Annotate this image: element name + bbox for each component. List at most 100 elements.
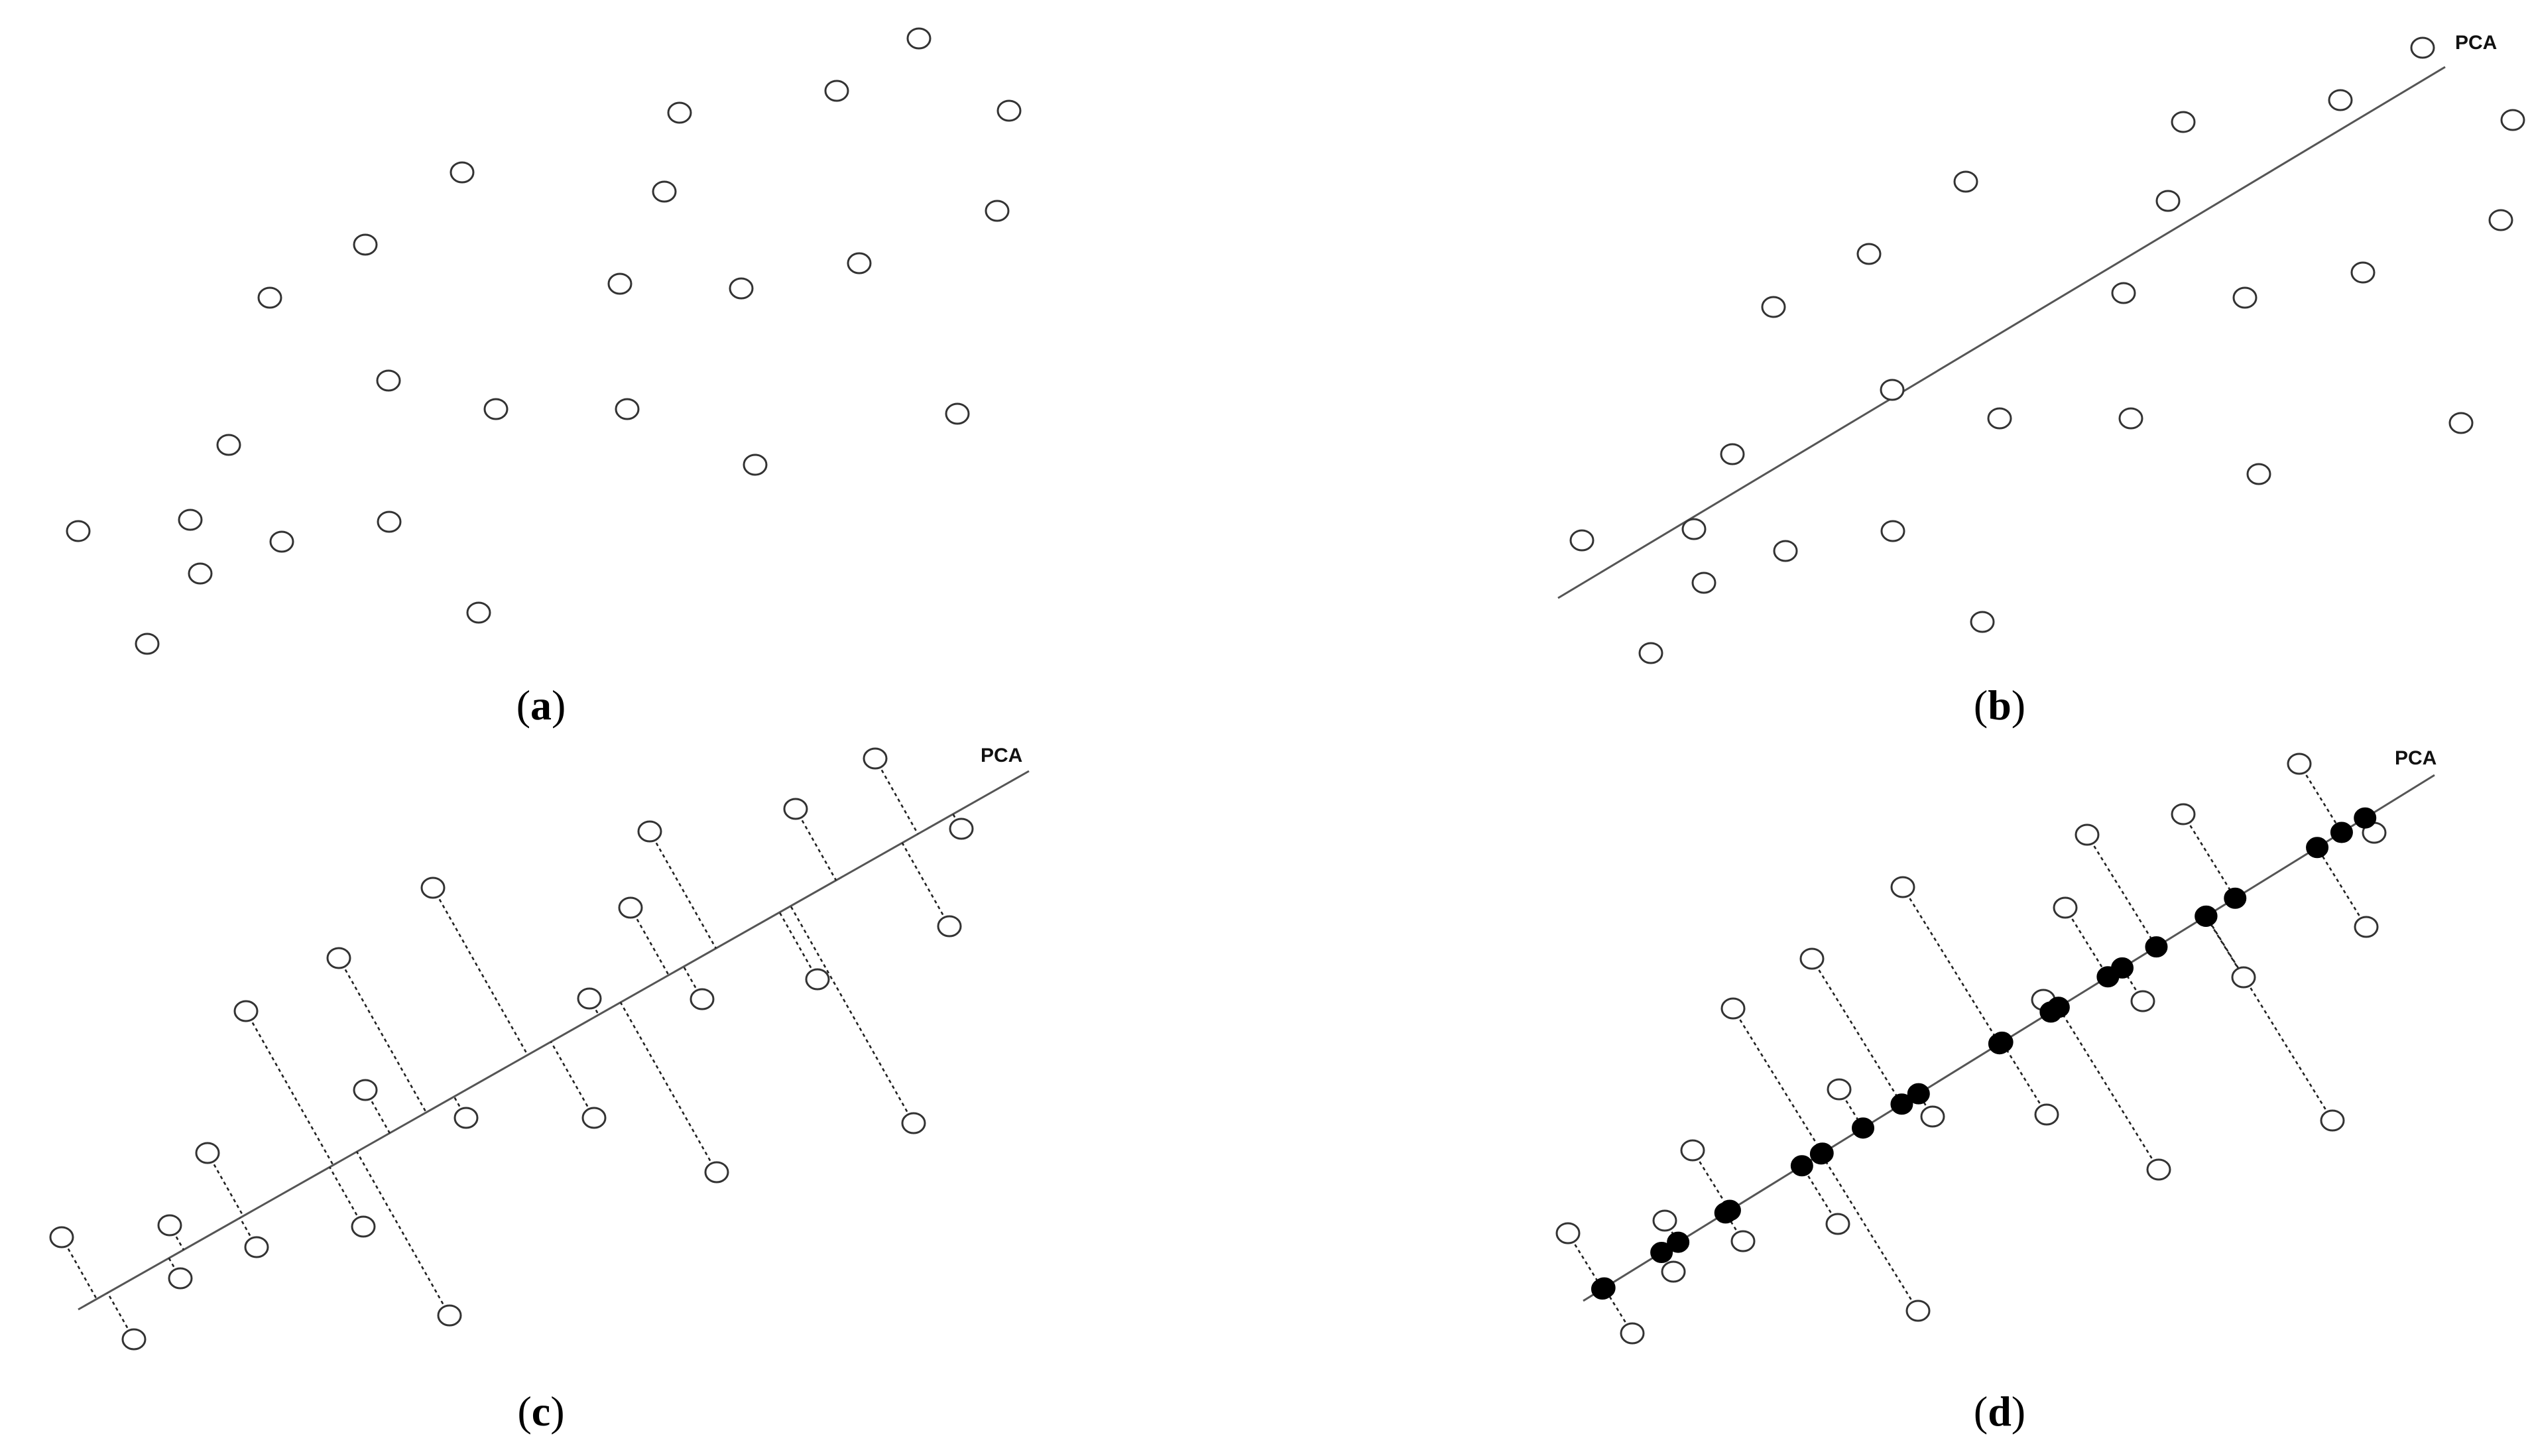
caption-open-d: ( — [1974, 1388, 1988, 1435]
data-point — [615, 398, 640, 420]
data-point — [743, 454, 768, 476]
data-point — [937, 915, 962, 938]
projection-line — [60, 1237, 97, 1300]
data-point — [1987, 407, 2012, 430]
data-point — [216, 434, 241, 456]
data-point — [2118, 407, 2143, 430]
panel-d-projected-points — [1555, 753, 2435, 1345]
projection-line — [245, 1010, 334, 1166]
caption-d: (d) — [1974, 1388, 2025, 1435]
data-point — [121, 1328, 147, 1351]
data-point — [1555, 1222, 1581, 1244]
data-point — [2287, 753, 2312, 775]
data-point — [1620, 1322, 1645, 1345]
data-point — [2111, 282, 2136, 304]
data-point — [2171, 803, 2196, 825]
data-point — [1890, 876, 1915, 898]
data-point — [244, 1236, 269, 1258]
data-point — [49, 1226, 74, 1248]
data-point — [805, 968, 830, 991]
data-point — [2500, 109, 2525, 131]
projected-point — [2354, 807, 2377, 829]
projection-line — [329, 1166, 365, 1227]
caption-open-b: ( — [1974, 682, 1988, 729]
data-point — [2075, 823, 2100, 846]
caption-letter-a: a — [530, 682, 552, 729]
data-point — [1638, 642, 1663, 664]
data-point — [581, 1107, 607, 1129]
caption-close-b: ) — [2012, 682, 2025, 729]
data-point — [906, 27, 932, 50]
data-point — [667, 101, 692, 124]
data-point — [2246, 463, 2271, 485]
data-point — [637, 820, 662, 843]
data-point — [949, 818, 974, 840]
data-point — [1880, 520, 1905, 542]
data-point — [1569, 529, 1595, 552]
projection-line — [1901, 886, 2000, 1044]
data-point — [863, 747, 888, 770]
data-point — [1720, 997, 1746, 1020]
data-point — [353, 1079, 378, 1101]
projection-line — [2316, 847, 2368, 928]
data-point — [996, 99, 1022, 122]
projected-point — [2195, 905, 2218, 927]
data-point — [618, 896, 643, 919]
data-point — [824, 80, 849, 102]
data-point — [466, 601, 491, 624]
projection-line — [550, 1041, 595, 1119]
data-point — [2448, 412, 2474, 434]
data-point — [195, 1142, 220, 1164]
projection-line — [901, 842, 951, 927]
pca-label-b: PCA — [2455, 32, 2497, 54]
data-point — [1773, 540, 1798, 562]
data-point — [2410, 36, 2435, 59]
projection-line — [794, 808, 837, 881]
data-point — [2130, 990, 2155, 1012]
projected-point — [1650, 1242, 1673, 1264]
projection-line — [619, 1002, 718, 1173]
projection-line — [629, 907, 670, 976]
projection-line — [1732, 1008, 1823, 1154]
data-point — [257, 286, 282, 309]
caption-a: (a) — [516, 682, 566, 729]
data-point — [1720, 443, 1745, 465]
data-point — [437, 1304, 462, 1327]
data-point — [1680, 1139, 1705, 1162]
data-point — [188, 562, 213, 585]
data-point — [2146, 1158, 2171, 1181]
data-point — [2232, 286, 2258, 309]
caption-letter-d: d — [1988, 1388, 2012, 1435]
data-point — [233, 1000, 259, 1022]
data-point — [1905, 1300, 1931, 1322]
projection-line — [453, 1096, 467, 1119]
projection-line — [2086, 834, 2157, 947]
projected-point — [1809, 1143, 1833, 1165]
data-point — [847, 252, 872, 274]
data-point — [2488, 209, 2513, 231]
projection-line — [2064, 907, 2109, 977]
data-point — [1970, 611, 1995, 633]
data-point — [178, 509, 203, 531]
data-point — [704, 1161, 729, 1183]
data-point — [326, 947, 351, 969]
data-point — [985, 200, 1010, 222]
projection-line — [239, 1217, 258, 1248]
projection-line — [206, 1152, 244, 1217]
panel-c-projections — [49, 747, 1030, 1351]
caption-close-d: ) — [2012, 1388, 2025, 1435]
projection-line — [2298, 763, 2343, 833]
projected-point — [1714, 1202, 1737, 1224]
data-point — [351, 1215, 376, 1238]
data-point — [420, 877, 446, 899]
caption-close-c: ) — [550, 1388, 564, 1435]
projection-line — [168, 1225, 185, 1250]
panel-b-pca-line — [1557, 36, 2525, 664]
projection-line — [432, 887, 528, 1056]
caption-letter-b: b — [1988, 682, 2012, 729]
data-point — [607, 273, 632, 295]
data-point — [1825, 1213, 1850, 1235]
projection-line — [874, 758, 919, 835]
data-point — [729, 277, 754, 300]
